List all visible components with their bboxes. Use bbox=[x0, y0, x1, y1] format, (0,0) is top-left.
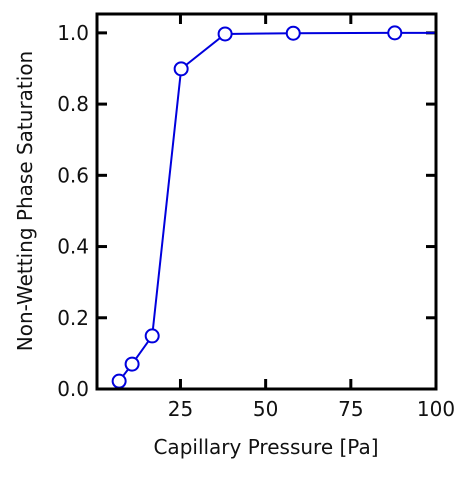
x-tick-label: 50 bbox=[253, 397, 278, 421]
x-tick-label: 75 bbox=[338, 397, 363, 421]
plot-area bbox=[111, 25, 474, 389]
data-point bbox=[387, 25, 403, 41]
plot-frame bbox=[95, 12, 438, 391]
x-axis-label: Capillary Pressure [Pa] bbox=[153, 435, 378, 459]
data-point bbox=[285, 25, 301, 41]
data-point bbox=[173, 61, 189, 77]
x-tick-label: 100 bbox=[417, 397, 455, 421]
data-point bbox=[111, 373, 127, 389]
y-tick-label: 0.0 bbox=[57, 377, 89, 401]
x-tick-label: 25 bbox=[168, 397, 193, 421]
y-tick-label: 1.0 bbox=[57, 21, 89, 45]
data-point bbox=[124, 356, 140, 372]
data-point bbox=[144, 328, 160, 344]
y-tick-label: 0.2 bbox=[57, 306, 89, 330]
y-tick-label: 0.8 bbox=[57, 92, 89, 116]
y-tick-label: 0.6 bbox=[57, 163, 89, 187]
y-tick-label: 0.4 bbox=[57, 235, 89, 259]
data-point bbox=[217, 26, 233, 42]
data-line bbox=[118, 31, 436, 382]
y-axis-label: Non-Wetting Phase Saturation bbox=[13, 51, 37, 352]
data-point bbox=[464, 26, 474, 39]
